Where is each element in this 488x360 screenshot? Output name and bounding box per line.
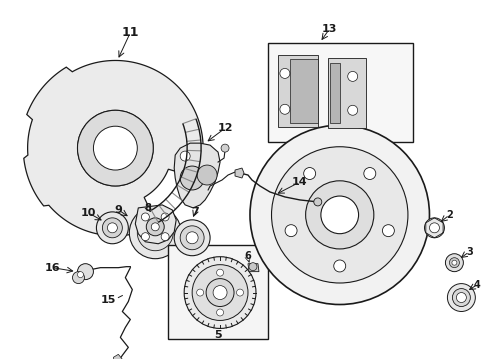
Circle shape	[184, 257, 255, 328]
Circle shape	[448, 258, 458, 268]
Polygon shape	[174, 143, 220, 208]
Circle shape	[151, 223, 159, 231]
Text: 6: 6	[244, 251, 251, 261]
Text: 15: 15	[101, 294, 116, 305]
Circle shape	[305, 181, 373, 249]
Circle shape	[192, 265, 247, 320]
Text: 11: 11	[122, 26, 139, 39]
Circle shape	[180, 151, 190, 161]
Polygon shape	[277, 55, 317, 127]
Circle shape	[347, 105, 357, 115]
Circle shape	[161, 213, 169, 221]
Circle shape	[174, 220, 210, 256]
Circle shape	[77, 272, 83, 278]
Circle shape	[197, 165, 217, 185]
Text: 13: 13	[322, 24, 337, 33]
Circle shape	[313, 198, 321, 206]
Bar	[168, 245, 267, 339]
Circle shape	[236, 289, 243, 296]
Polygon shape	[235, 168, 244, 178]
Polygon shape	[247, 264, 259, 272]
Text: 10: 10	[81, 208, 96, 218]
Polygon shape	[329, 63, 339, 123]
Circle shape	[77, 110, 153, 186]
Circle shape	[141, 233, 149, 241]
Circle shape	[137, 215, 173, 251]
Circle shape	[333, 260, 345, 272]
Circle shape	[303, 167, 315, 180]
Circle shape	[347, 71, 357, 81]
Circle shape	[221, 144, 228, 152]
Circle shape	[129, 207, 181, 259]
Circle shape	[424, 218, 444, 238]
Circle shape	[107, 223, 117, 233]
Circle shape	[72, 272, 84, 284]
Circle shape	[146, 218, 164, 236]
Text: 1: 1	[350, 103, 358, 113]
Circle shape	[447, 284, 474, 311]
Circle shape	[271, 147, 407, 283]
Polygon shape	[327, 58, 365, 128]
Text: 7: 7	[191, 207, 199, 217]
Circle shape	[96, 212, 128, 244]
Polygon shape	[113, 354, 122, 360]
Polygon shape	[24, 60, 203, 236]
Text: 4: 4	[473, 280, 480, 289]
Polygon shape	[77, 110, 153, 186]
Circle shape	[77, 264, 93, 280]
Circle shape	[186, 232, 198, 244]
Circle shape	[363, 167, 375, 180]
Text: 3: 3	[465, 247, 472, 257]
Circle shape	[249, 125, 428, 305]
Circle shape	[279, 68, 289, 78]
Polygon shape	[289, 59, 317, 123]
Bar	[267, 42, 412, 142]
Circle shape	[141, 213, 149, 221]
Circle shape	[279, 104, 289, 114]
Circle shape	[445, 254, 463, 272]
Circle shape	[216, 269, 223, 276]
Text: 2: 2	[445, 210, 452, 220]
Text: 9: 9	[114, 205, 122, 215]
Circle shape	[102, 218, 122, 238]
Circle shape	[285, 225, 296, 237]
Text: 8: 8	[144, 203, 151, 213]
Circle shape	[455, 293, 466, 302]
Circle shape	[180, 166, 203, 190]
Text: 14: 14	[291, 177, 307, 187]
Circle shape	[196, 289, 203, 296]
Circle shape	[213, 285, 226, 300]
Text: 16: 16	[44, 263, 60, 273]
Circle shape	[93, 126, 137, 170]
Circle shape	[451, 260, 456, 265]
Circle shape	[216, 309, 223, 316]
Circle shape	[320, 196, 358, 234]
Circle shape	[248, 263, 256, 271]
Circle shape	[428, 223, 439, 233]
Circle shape	[180, 226, 203, 250]
Circle shape	[451, 289, 469, 306]
Polygon shape	[135, 205, 176, 244]
Text: 12: 12	[217, 123, 232, 133]
Circle shape	[205, 279, 234, 306]
Circle shape	[382, 225, 393, 237]
Text: 5: 5	[214, 330, 222, 341]
Circle shape	[161, 233, 169, 241]
